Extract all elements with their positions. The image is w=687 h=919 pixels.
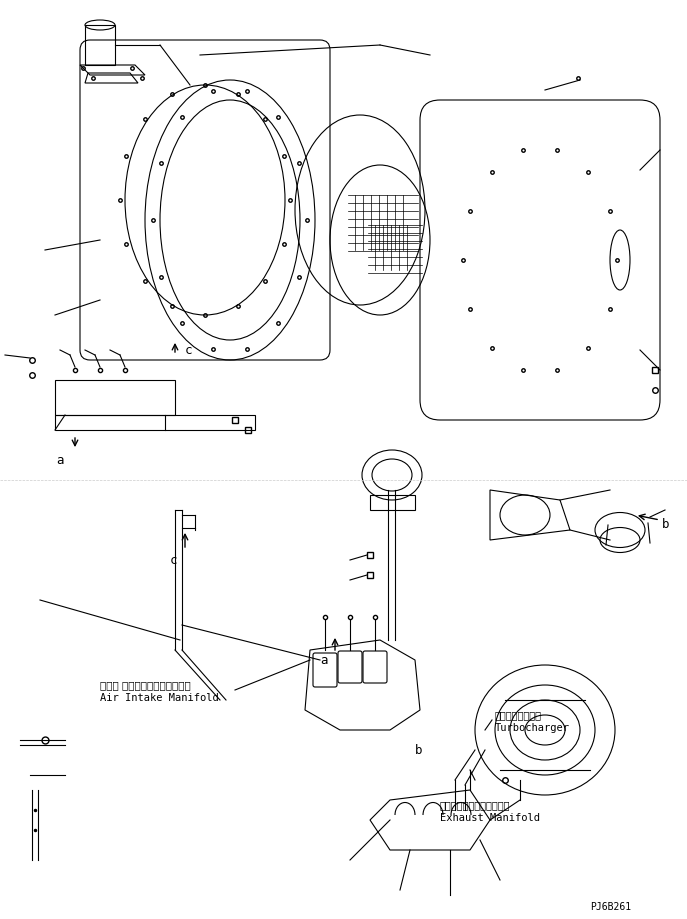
Text: ターボチャージャ: ターボチャージャ [495,710,542,720]
Text: b: b [662,518,670,531]
Text: b: b [415,743,423,756]
Text: a: a [320,653,328,666]
Text: Air Intake Manifold: Air Intake Manifold [100,693,218,703]
Text: エアー インテークマニホールド: エアー インテークマニホールド [100,680,191,690]
Text: PJ6B261: PJ6B261 [590,902,631,912]
Text: c: c [170,553,177,566]
Text: a: a [56,453,64,467]
Text: エキゾーストマニホールド: エキゾーストマニホールド [440,800,510,810]
Text: c: c [185,344,192,357]
Text: Turbocharger: Turbocharger [495,723,570,733]
Text: Exhaust Manifold: Exhaust Manifold [440,813,540,823]
